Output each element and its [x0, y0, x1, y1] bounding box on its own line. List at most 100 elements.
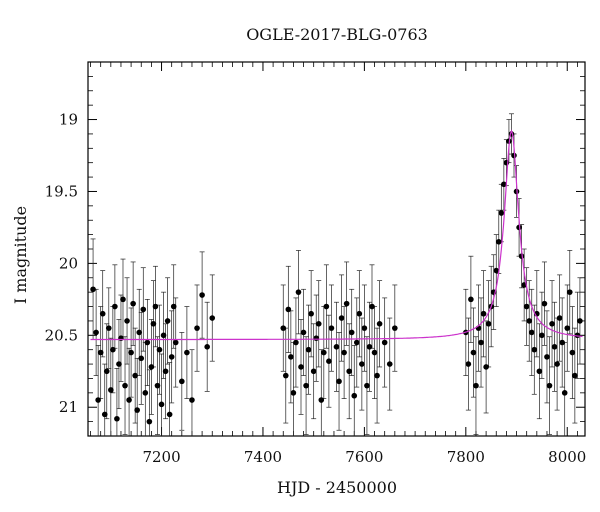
- data-point: [381, 339, 388, 346]
- data-point: [184, 349, 190, 356]
- data-point: [333, 344, 340, 350]
- data-point: [138, 355, 145, 362]
- data-point: [478, 339, 484, 346]
- data-point: [144, 339, 151, 346]
- data-point: [531, 346, 538, 353]
- data-point: [473, 382, 479, 389]
- x-tick-labels: 7200 7400 7600 7800 8000: [142, 448, 586, 466]
- data-point: [295, 289, 302, 295]
- data-point: [103, 368, 110, 375]
- data-point: [166, 411, 173, 418]
- data-point: [140, 306, 147, 313]
- data-point: [371, 349, 378, 356]
- data-point: [164, 318, 171, 324]
- data-point: [199, 292, 205, 298]
- data-point: [93, 329, 99, 336]
- data-point: [536, 368, 543, 375]
- axis-ticks: [88, 62, 585, 436]
- data-point: [308, 310, 314, 317]
- data-point: [162, 368, 169, 375]
- data-point: [551, 344, 558, 350]
- data-point: [321, 349, 327, 356]
- data-point: [288, 354, 294, 360]
- y-tick-label: 21: [59, 398, 78, 416]
- data-point: [303, 382, 309, 389]
- data-point: [511, 152, 517, 159]
- data-point: [136, 329, 143, 336]
- data-point: [313, 335, 320, 341]
- data-point: [361, 325, 368, 331]
- data-point: [374, 372, 380, 379]
- data-point: [468, 296, 474, 303]
- data-point: [315, 321, 322, 327]
- data-point: [549, 321, 555, 327]
- data-point: [526, 318, 533, 324]
- data-point: [318, 397, 325, 403]
- data-point: [116, 361, 122, 367]
- data-point: [124, 318, 130, 324]
- data-point: [544, 354, 550, 360]
- data-point: [132, 372, 138, 379]
- data-point: [179, 378, 185, 385]
- data-point: [528, 329, 535, 336]
- data-point: [168, 354, 175, 360]
- data-point: [298, 364, 304, 370]
- data-point: [561, 390, 568, 396]
- chart-title: OGLE-2017-BLG-0763: [246, 25, 428, 44]
- data-point: [120, 296, 126, 303]
- data-point: [376, 321, 383, 327]
- data-point: [310, 368, 317, 375]
- data-point: [336, 378, 342, 385]
- data-point: [170, 303, 177, 310]
- x-tick-label: 7400: [244, 448, 282, 466]
- x-tick-label: 7200: [142, 448, 180, 466]
- data-points: [90, 131, 583, 425]
- data-point: [498, 210, 505, 216]
- data-point: [556, 315, 563, 321]
- data-point: [483, 364, 489, 370]
- data-point: [392, 325, 398, 331]
- data-point: [546, 382, 553, 389]
- plot-area: [87, 61, 586, 437]
- data-point: [343, 300, 350, 307]
- data-point: [495, 239, 502, 245]
- data-point: [108, 387, 114, 393]
- data-point: [305, 346, 312, 353]
- data-point: [282, 372, 289, 379]
- x-tick-label: 8000: [548, 448, 586, 466]
- model-curve: [90, 129, 583, 341]
- data-point: [290, 390, 297, 396]
- x-tick-label: 7800: [447, 448, 485, 466]
- data-point: [280, 325, 287, 331]
- data-point: [160, 332, 167, 339]
- data-point: [152, 303, 159, 310]
- data-point: [126, 397, 132, 403]
- data-point: [353, 339, 360, 346]
- data-point: [293, 339, 299, 346]
- data-point: [99, 310, 106, 317]
- data-point: [154, 382, 161, 389]
- data-point: [470, 349, 477, 356]
- data-point: [189, 397, 195, 403]
- data-point: [158, 401, 165, 408]
- data-point: [559, 339, 565, 346]
- data-point: [493, 267, 500, 274]
- data-point: [577, 318, 583, 324]
- data-point: [366, 344, 373, 350]
- data-point: [356, 310, 363, 317]
- data-point: [146, 418, 153, 425]
- data-point: [323, 303, 330, 310]
- data-point: [128, 349, 134, 356]
- data-point: [501, 181, 507, 188]
- data-point: [348, 329, 355, 336]
- data-point: [523, 303, 530, 310]
- data-point: [326, 358, 332, 365]
- data-point: [130, 300, 136, 307]
- data-point: [285, 306, 292, 313]
- data-point: [209, 315, 216, 321]
- data-point: [114, 415, 120, 422]
- data-point: [101, 411, 108, 418]
- data-point: [465, 361, 472, 367]
- data-point: [172, 339, 179, 346]
